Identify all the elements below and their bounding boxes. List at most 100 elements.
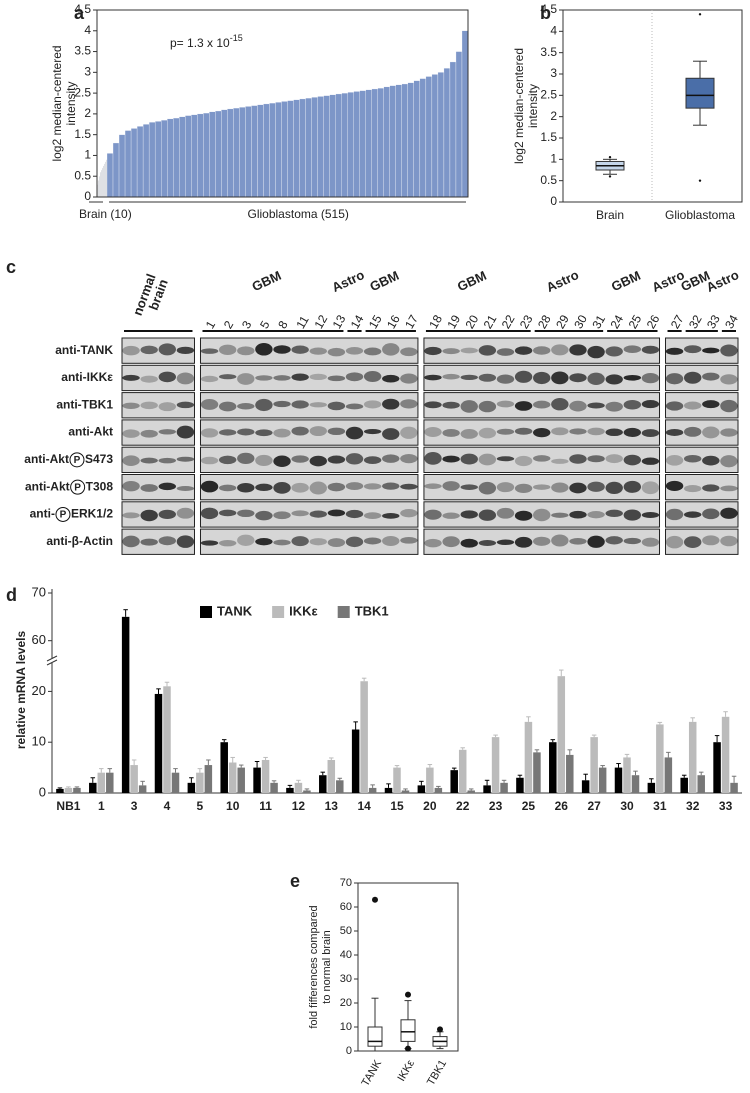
bar — [425, 76, 433, 198]
y-tick-label: 1.5 — [540, 130, 557, 144]
blot-band — [218, 484, 237, 492]
blot-band — [158, 429, 177, 435]
lane-label: 13 — [330, 312, 349, 331]
bar — [581, 780, 590, 793]
y-tick-label: 2.5 — [540, 88, 557, 102]
bar — [329, 94, 336, 198]
blot-band — [122, 374, 140, 381]
y-axis-label: fold fifferences compared — [308, 905, 320, 1028]
blot-band — [140, 484, 158, 492]
bar — [598, 767, 607, 793]
lane-label: 16 — [384, 312, 403, 331]
lane-label: 25 — [626, 312, 645, 331]
y-tick-label: 3.5 — [540, 45, 557, 59]
blot-band — [720, 374, 738, 385]
bar — [500, 782, 508, 793]
lane-label: 31 — [589, 312, 608, 331]
blot-band — [382, 513, 400, 519]
blot-band — [345, 426, 364, 440]
blot-band — [460, 400, 478, 413]
group-label: Glioblastoma (515) — [248, 207, 349, 221]
blot-band — [496, 374, 515, 384]
blot-band — [569, 373, 587, 383]
bar — [426, 767, 434, 793]
blot-band — [424, 483, 442, 489]
blot-band — [665, 347, 684, 355]
bar — [395, 84, 402, 198]
blot-strip — [199, 474, 419, 501]
blot-band — [514, 427, 533, 435]
blot-band — [665, 401, 684, 411]
y-tick-label: 3 — [84, 65, 91, 79]
y-tick-label: 70 — [340, 877, 352, 889]
bar — [245, 106, 252, 198]
blot-band — [140, 401, 158, 410]
y-tick-label: 60 — [340, 901, 352, 913]
blot-band — [327, 482, 346, 492]
blot-band — [551, 512, 569, 518]
blot-band — [533, 428, 551, 438]
blot-band — [496, 348, 515, 356]
bar — [383, 86, 390, 198]
bar — [261, 759, 270, 793]
blot-band — [442, 481, 460, 491]
blot-band — [665, 535, 684, 549]
blot-band — [237, 483, 255, 493]
bar — [647, 782, 656, 793]
bar — [327, 759, 336, 793]
blot-band — [291, 400, 309, 409]
x-tick-label: TANK — [359, 1057, 384, 1088]
blot-band — [702, 484, 720, 492]
blot-band — [702, 372, 720, 381]
x-tick-label: 3 — [131, 799, 138, 813]
blot-band — [255, 375, 273, 381]
blot-band — [496, 482, 515, 493]
blot-band — [496, 400, 515, 408]
bar — [533, 752, 541, 793]
bar — [303, 790, 311, 793]
legend-label: TANK — [217, 603, 253, 618]
blot-band — [237, 452, 255, 465]
bar — [215, 110, 222, 198]
blot-band — [309, 347, 327, 355]
blot-band — [551, 482, 569, 493]
bar — [275, 102, 282, 198]
blot-strip — [423, 392, 661, 419]
bar — [185, 115, 192, 198]
y-tick-label: 3 — [550, 66, 557, 80]
bar — [455, 51, 463, 198]
blot-band — [140, 345, 158, 355]
y-tick-label: 0 — [84, 189, 91, 203]
blot-band — [623, 400, 642, 410]
blot-band — [478, 509, 497, 521]
blot-band — [200, 398, 219, 410]
blot-band — [605, 428, 623, 437]
x-tick-label: TBK1 — [425, 1058, 449, 1088]
bar — [389, 85, 396, 198]
blot-band — [460, 429, 478, 439]
blot-band — [200, 428, 219, 438]
blot-band — [291, 373, 309, 381]
bar — [341, 92, 348, 198]
bar — [130, 128, 138, 198]
blot-band — [345, 536, 364, 548]
blot-band — [122, 512, 140, 519]
blot-band — [683, 401, 702, 410]
blot-band — [237, 403, 255, 410]
blot-band — [345, 403, 364, 410]
blot-band — [237, 534, 255, 546]
blot-band — [623, 374, 642, 381]
blot-band — [140, 375, 158, 383]
blot-band — [200, 348, 219, 354]
blot-band — [683, 485, 702, 493]
x-tick-label: 26 — [555, 799, 569, 813]
row-label: anti-TANK — [55, 343, 113, 357]
bar — [323, 95, 330, 198]
group-label: Astro — [704, 267, 741, 295]
blot-strip — [199, 528, 419, 555]
bar — [730, 782, 738, 793]
x-tick-label: 12 — [292, 799, 306, 813]
blot-band — [176, 485, 195, 492]
blot-band — [442, 428, 460, 437]
bar — [64, 787, 73, 793]
